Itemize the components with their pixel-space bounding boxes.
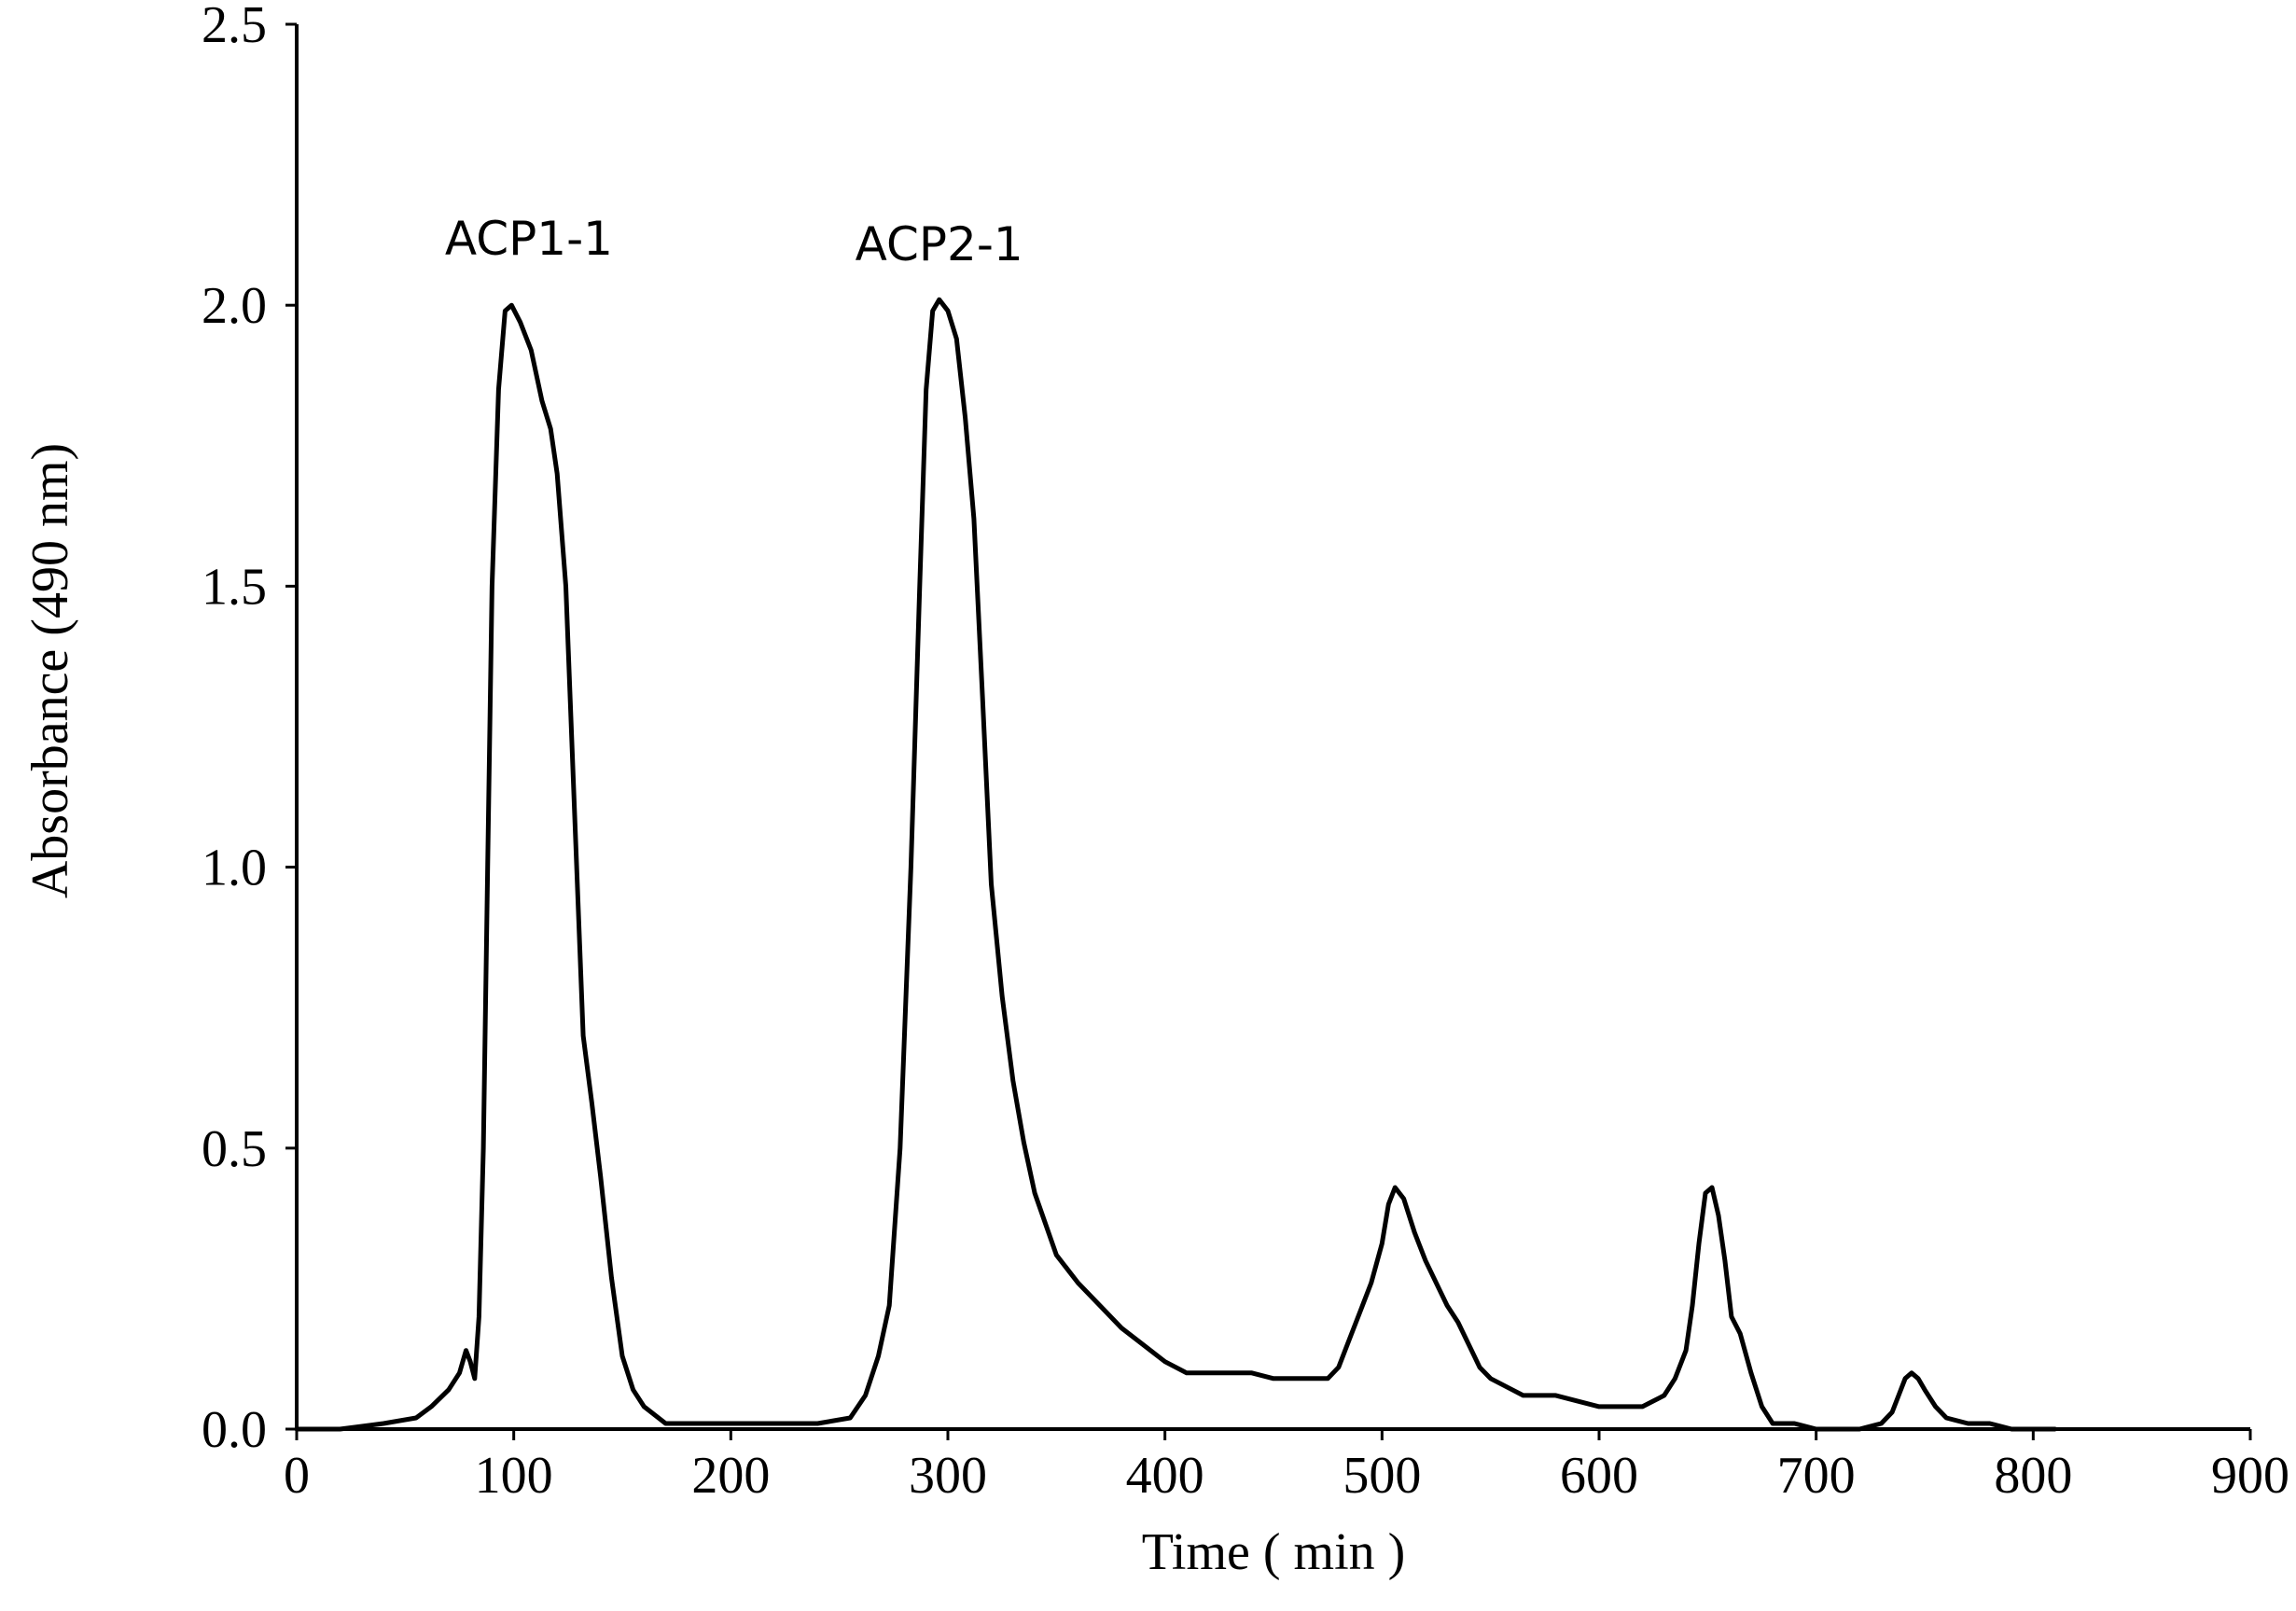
peak-label: ACP2-1 [856,217,1023,271]
y-tick-label: 1.0 [202,840,267,897]
y-tick-label: 0.0 [202,1401,267,1459]
x-axis-title: Time ( min ) [1142,1523,1406,1581]
y-axis-title: Absorbance (490 nm) [21,443,79,898]
y-ticks: 0.0 0.5 1.0 1.5 2.0 2.5 [202,0,297,1459]
x-tick-label: 200 [691,1447,770,1505]
x-tick-label: 300 [909,1447,987,1505]
x-tick-label: 500 [1343,1447,1421,1505]
x-tick-label: 0 [284,1447,310,1505]
x-tick-label: 600 [1560,1447,1638,1505]
y-tick-label: 1.5 [202,558,267,616]
plot-area [294,297,2058,1432]
x-tick-label: 800 [1994,1447,2072,1505]
peak-annotations: ACP1-1 ACP2-1 [445,212,1023,271]
x-ticks: 0 100 200 300 400 500 600 700 800 900 [284,1429,2289,1505]
y-tick-label: 2.5 [202,0,267,54]
x-tick-label: 900 [2211,1447,2289,1505]
x-tick-label: 700 [1777,1447,1856,1505]
absorbance-trace [294,297,2058,1432]
x-tick-label: 400 [1126,1447,1204,1505]
peak-label: ACP1-1 [445,212,613,266]
y-tick-label: 2.0 [202,277,267,335]
axes [295,24,2250,1431]
y-tick-label: 0.5 [202,1120,267,1178]
x-tick-label: 100 [475,1447,553,1505]
